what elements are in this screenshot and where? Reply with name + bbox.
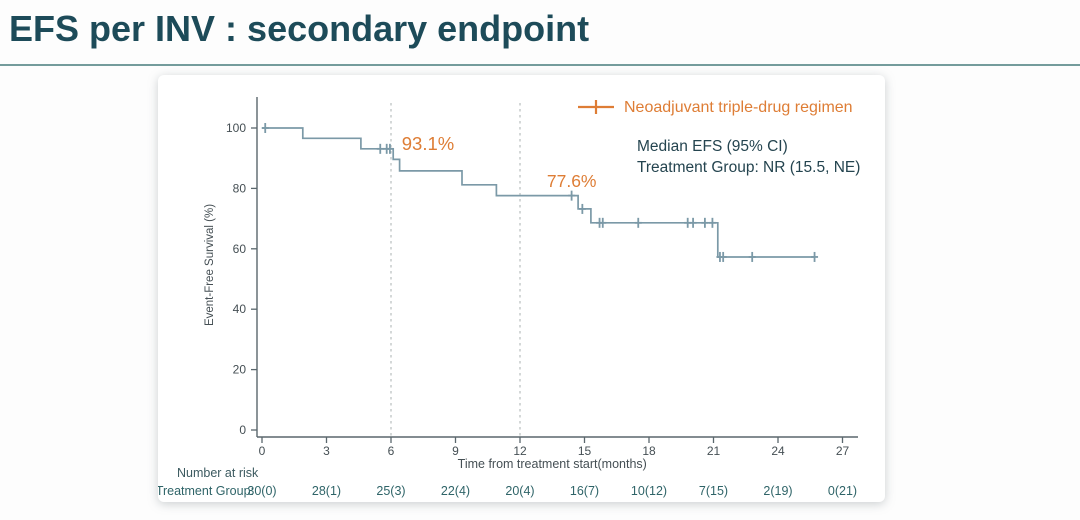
- risk-value: 30(0): [247, 484, 276, 498]
- km-chart-svg: 0 20 40 60 80 100 0 3 6 9 12 15 18 21 24 27 Time from tr…: [156, 97, 860, 498]
- risk-value: 25(3): [376, 484, 405, 498]
- x-tick-label: 21: [707, 444, 721, 458]
- risk-value: 2(19): [763, 484, 792, 498]
- y-tick-label: 80: [233, 181, 247, 195]
- x-tick-label: 24: [771, 444, 785, 458]
- y-tick-label: 100: [226, 121, 246, 135]
- y-tick-label: 0: [239, 423, 246, 437]
- annotation-label: 93.1%: [402, 133, 454, 154]
- number-at-risk-heading: Number at risk: [177, 466, 259, 480]
- risk-value: 10(12): [631, 484, 667, 498]
- x-tick-label: 12: [513, 444, 527, 458]
- x-tick-label: 18: [642, 444, 656, 458]
- x-tick-label: 3: [323, 444, 330, 458]
- risk-value: 16(7): [570, 484, 599, 498]
- y-axis-title: Event-Free Survival (%): [204, 204, 216, 326]
- risk-value: 0(21): [828, 484, 857, 498]
- chart-card: 0 20 40 60 80 100 0 3 6 9 12 15 18 21 24 27 Time from tr…: [156, 75, 885, 502]
- y-tick-label: 40: [233, 302, 247, 316]
- risk-value: 28(1): [312, 484, 341, 498]
- risk-row-label: Treatment Group:: [158, 484, 254, 498]
- x-tick-label: 27: [836, 444, 850, 458]
- median-efs-label: Median EFS (95% CI): [637, 138, 788, 155]
- median-efs-value: Treatment Group: NR (15.5, NE): [637, 159, 860, 176]
- km-curve: [262, 127, 815, 258]
- legend-series-label: Neoadjuvant triple-drug regimen: [624, 99, 853, 116]
- x-tick-label: 9: [452, 444, 459, 458]
- x-tick-label: 15: [578, 444, 592, 458]
- annotation-label: 77.6%: [547, 171, 597, 191]
- y-tick-label: 60: [233, 242, 247, 256]
- x-tick-label: 6: [388, 444, 395, 458]
- risk-value: 7(15): [699, 484, 728, 498]
- y-tick-label: 20: [233, 363, 247, 377]
- page-title: EFS per INV : secondary endpoint: [9, 8, 590, 49]
- x-tick-label: 0: [259, 444, 266, 458]
- risk-value: 20(4): [505, 484, 534, 498]
- risk-value: 22(4): [441, 484, 470, 498]
- x-axis-title: Time from treatment start(months): [458, 457, 647, 471]
- title-underline: [0, 64, 1080, 66]
